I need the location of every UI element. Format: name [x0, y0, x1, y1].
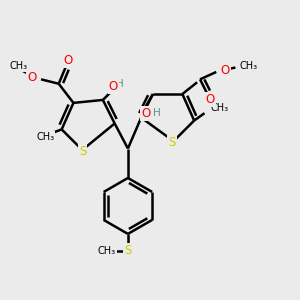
Text: H: H — [154, 108, 161, 118]
Text: S: S — [79, 145, 87, 158]
Text: CH₃: CH₃ — [98, 246, 116, 256]
Text: O: O — [64, 54, 73, 67]
Text: H: H — [116, 79, 124, 89]
Text: O: O — [221, 64, 230, 77]
Text: O: O — [141, 107, 150, 120]
Text: S: S — [124, 244, 132, 257]
Text: S: S — [168, 136, 176, 149]
Text: CH₃: CH₃ — [36, 132, 55, 142]
Text: CH₃: CH₃ — [210, 103, 229, 113]
Text: O: O — [206, 93, 215, 106]
Text: O: O — [109, 80, 118, 93]
Text: O: O — [27, 71, 37, 84]
Text: CH₃: CH₃ — [240, 61, 258, 71]
Text: CH₃: CH₃ — [10, 61, 28, 71]
